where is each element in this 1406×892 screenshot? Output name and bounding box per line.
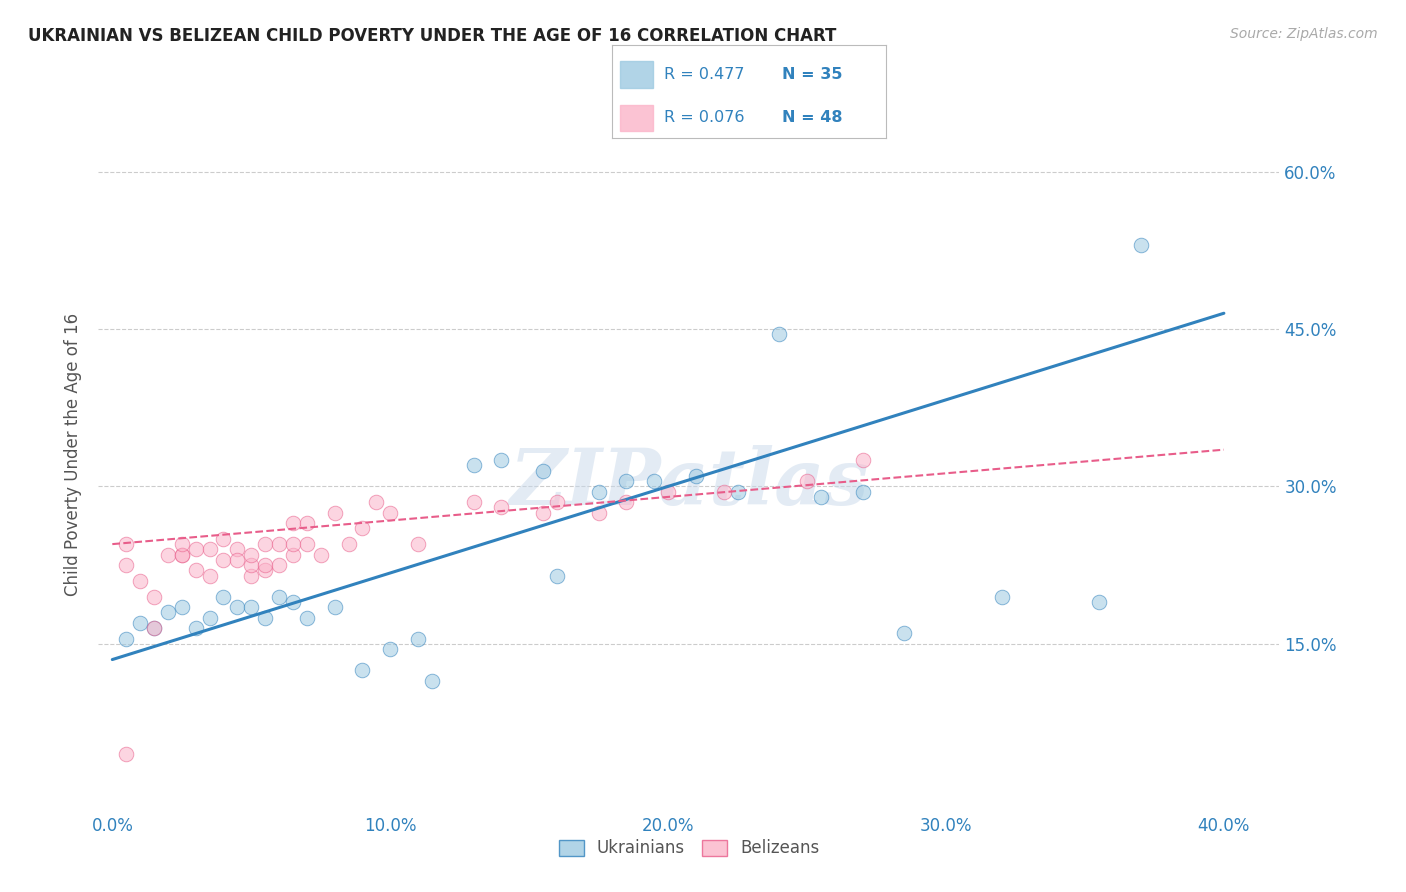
Point <box>295 537 318 551</box>
Point <box>713 484 735 499</box>
Point <box>685 469 707 483</box>
Point <box>852 484 875 499</box>
Point <box>115 558 138 573</box>
Point <box>491 453 513 467</box>
Point <box>463 495 485 509</box>
Point <box>281 516 304 530</box>
Point <box>309 548 332 562</box>
Point <box>129 615 152 630</box>
Point <box>226 542 249 557</box>
Point <box>796 474 818 488</box>
Point <box>380 642 402 657</box>
Point <box>463 458 485 473</box>
Point <box>768 327 790 342</box>
Legend: Ukrainians, Belizeans: Ukrainians, Belizeans <box>553 833 825 864</box>
Point <box>531 506 554 520</box>
Point <box>240 600 263 615</box>
Point <box>226 553 249 567</box>
Point <box>366 495 388 509</box>
Point <box>546 568 568 582</box>
Point <box>295 610 318 624</box>
Point <box>254 537 277 551</box>
Point <box>212 553 235 567</box>
Point <box>727 484 749 499</box>
Point <box>1088 595 1111 609</box>
Point <box>1129 238 1152 252</box>
FancyBboxPatch shape <box>620 104 652 131</box>
Point <box>170 548 193 562</box>
Point <box>281 595 304 609</box>
Point <box>129 574 152 588</box>
Point <box>337 537 360 551</box>
Text: ZIPatlas: ZIPatlas <box>509 445 869 522</box>
Point <box>380 506 402 520</box>
Point <box>352 663 374 677</box>
Text: N = 35: N = 35 <box>782 67 842 82</box>
Point <box>420 673 443 688</box>
Point <box>115 747 138 761</box>
Text: UKRAINIAN VS BELIZEAN CHILD POVERTY UNDER THE AGE OF 16 CORRELATION CHART: UKRAINIAN VS BELIZEAN CHILD POVERTY UNDE… <box>28 27 837 45</box>
Point <box>240 548 263 562</box>
Point <box>616 495 638 509</box>
Point <box>990 590 1012 604</box>
Point <box>323 506 346 520</box>
Point <box>115 632 138 646</box>
Point <box>254 610 277 624</box>
Point <box>254 563 277 577</box>
Point <box>323 600 346 615</box>
Point <box>810 490 832 504</box>
Point <box>240 568 263 582</box>
Point <box>406 632 429 646</box>
Point <box>352 521 374 535</box>
Point <box>267 537 290 551</box>
Point <box>240 558 263 573</box>
Point <box>156 605 179 619</box>
Point <box>198 568 221 582</box>
Point <box>254 558 277 573</box>
Point <box>643 474 665 488</box>
Point <box>588 484 610 499</box>
Point <box>198 610 221 624</box>
Point <box>212 590 235 604</box>
Point <box>588 506 610 520</box>
FancyBboxPatch shape <box>620 62 652 87</box>
Point <box>267 590 290 604</box>
Text: Source: ZipAtlas.com: Source: ZipAtlas.com <box>1230 27 1378 41</box>
Point <box>143 590 166 604</box>
Point <box>226 600 249 615</box>
Point <box>893 626 915 640</box>
Point <box>491 500 513 515</box>
Point <box>281 548 304 562</box>
Point <box>143 621 166 635</box>
Point <box>295 516 318 530</box>
Point <box>170 600 193 615</box>
Point <box>531 464 554 478</box>
Point <box>406 537 429 551</box>
Point <box>657 484 679 499</box>
Point <box>184 621 207 635</box>
Point <box>143 621 166 635</box>
Point <box>267 558 290 573</box>
Text: R = 0.076: R = 0.076 <box>664 110 744 125</box>
Point <box>212 532 235 546</box>
Point <box>115 537 138 551</box>
Point <box>184 542 207 557</box>
Text: N = 48: N = 48 <box>782 110 842 125</box>
Point <box>170 548 193 562</box>
Point <box>281 537 304 551</box>
Y-axis label: Child Poverty Under the Age of 16: Child Poverty Under the Age of 16 <box>65 313 83 597</box>
Point <box>184 563 207 577</box>
Point <box>546 495 568 509</box>
Point <box>156 548 179 562</box>
Text: R = 0.477: R = 0.477 <box>664 67 744 82</box>
Point <box>616 474 638 488</box>
Point <box>198 542 221 557</box>
Point <box>170 537 193 551</box>
Point <box>852 453 875 467</box>
